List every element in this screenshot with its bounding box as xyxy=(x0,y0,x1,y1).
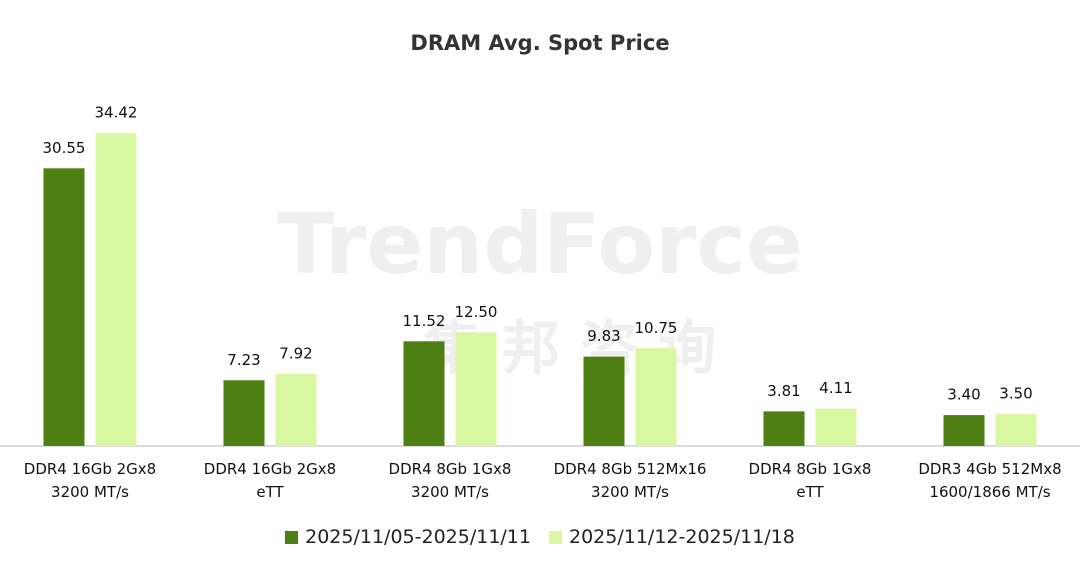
bar xyxy=(95,133,137,446)
value-label: 3.40 xyxy=(947,386,980,404)
legend-label: 2025/11/12-2025/11/18 xyxy=(569,526,795,548)
value-label: 34.42 xyxy=(95,104,138,122)
legend-swatch xyxy=(549,530,562,544)
bar xyxy=(275,374,317,446)
x-tick-label: DDR4 8Gb 1Gx8 3200 MT/s xyxy=(388,460,512,501)
bar xyxy=(455,332,497,446)
value-label: 4.11 xyxy=(819,379,852,397)
x-tick-label: DDR4 16Gb 2Gx8 eTT xyxy=(203,460,337,501)
bar xyxy=(583,356,625,446)
x-tick-label: DDR4 8Gb 1Gx8 eTT xyxy=(748,460,872,501)
watermark: TrendForce xyxy=(277,195,803,293)
x-tick-label: DDR4 16Gb 2Gx8 3200 MT/s xyxy=(23,460,157,501)
legend-item: 2025/11/05-2025/11/11 xyxy=(285,526,531,548)
value-label: 30.55 xyxy=(43,139,86,157)
value-label: 10.75 xyxy=(635,319,678,337)
bar xyxy=(815,408,857,446)
x-tick-label: DDR3 4Gb 512Mx8 1600/1866 MT/s xyxy=(918,460,1062,501)
legend-label: 2025/11/05-2025/11/11 xyxy=(305,526,531,548)
legend-swatch xyxy=(285,530,299,544)
bar xyxy=(943,415,985,446)
value-label: 11.52 xyxy=(403,312,446,330)
legend-item: 2025/11/12-2025/11/18 xyxy=(549,526,795,548)
value-label: 3.81 xyxy=(767,382,800,400)
bar xyxy=(403,341,445,446)
bar xyxy=(995,414,1037,446)
value-label: 3.50 xyxy=(999,385,1032,403)
bar xyxy=(43,168,85,446)
value-label: 7.92 xyxy=(279,345,312,363)
value-label: 7.23 xyxy=(227,351,260,369)
chart-title: DRAM Avg. Spot Price xyxy=(410,31,669,55)
value-label: 9.83 xyxy=(587,327,620,345)
x-tick-label: DDR4 8Gb 512Mx16 3200 MT/s xyxy=(553,460,707,501)
bar xyxy=(635,348,677,446)
value-label: 12.50 xyxy=(455,303,498,321)
bar xyxy=(223,380,265,446)
bar xyxy=(763,411,805,446)
legend: 2025/11/05-2025/11/11 2025/11/12-2025/11/… xyxy=(0,526,1080,548)
